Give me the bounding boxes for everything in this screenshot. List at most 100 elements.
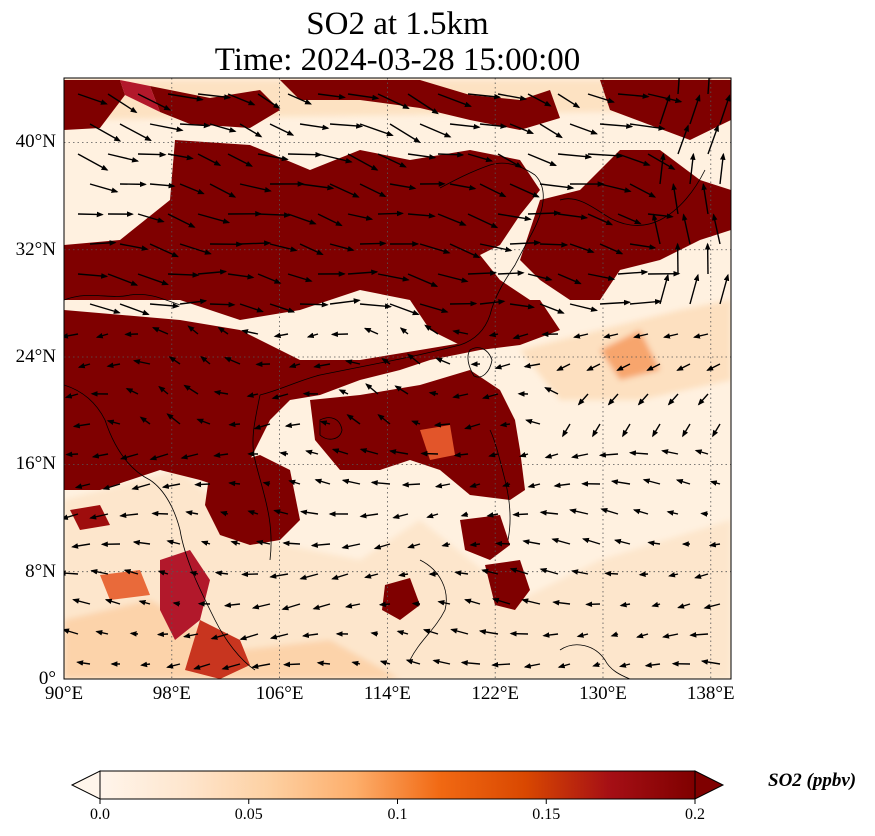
- wind-arrow: [95, 332, 109, 339]
- wind-arrow: [542, 632, 559, 638]
- wind-arrow: [557, 213, 589, 220]
- wind-arrow: [659, 273, 670, 305]
- wind-arrow: [228, 480, 241, 487]
- wind-arrow: [518, 452, 529, 458]
- wind-arrow: [365, 383, 379, 395]
- map-time-subtitle: Time: 2024-03-28 15:00:00: [214, 42, 581, 78]
- wind-arrow: [497, 153, 523, 168]
- wind-arrow: [709, 480, 721, 486]
- wind-arrow: [401, 481, 421, 488]
- wind-arrow: [707, 124, 719, 155]
- wind-arrow: [569, 508, 589, 515]
- wind-arrow: [479, 299, 506, 305]
- wind-arrow: [454, 570, 469, 576]
- wind-arrow: [523, 362, 541, 369]
- wind-arrow: [158, 385, 169, 395]
- wind-arrow: [453, 452, 469, 458]
- colorbar-max-extend: [694, 770, 725, 800]
- wind-arrow: [467, 270, 498, 276]
- wind-arrow: [603, 333, 619, 339]
- wind-arrow: [346, 414, 361, 425]
- wind-arrow: [288, 479, 301, 486]
- wind-arrow: [359, 183, 387, 197]
- wind-arrow: [209, 123, 237, 133]
- wind-arrow: [239, 240, 272, 246]
- wind-arrow: [251, 663, 271, 669]
- wind-arrow: [539, 510, 559, 516]
- wind-arrow: [310, 542, 331, 548]
- wind-arrow: [553, 482, 571, 489]
- wind-arrow: [677, 603, 691, 609]
- wind-arrow: [64, 513, 79, 520]
- wind-arrow: [251, 603, 271, 610]
- wind-arrow: [64, 570, 79, 576]
- wind-arrow: [632, 508, 649, 515]
- wind-arrow: [377, 93, 410, 109]
- wind-arrow: [227, 93, 256, 106]
- wind-arrow: [389, 303, 420, 316]
- wind-arrow: [636, 632, 649, 639]
- wind-arrow: [106, 362, 121, 369]
- wind-arrow: [287, 213, 317, 225]
- wind-arrow: [571, 453, 589, 459]
- wind-arrow: [701, 182, 709, 215]
- wind-arrow: [138, 600, 151, 606]
- wind-arrow: [179, 183, 205, 195]
- wind-arrow: [213, 452, 229, 458]
- wind-arrow: [613, 538, 631, 545]
- wind-arrow: [316, 660, 331, 667]
- wind-arrow: [449, 123, 481, 130]
- wind-arrow: [189, 570, 199, 577]
- wind-arrow: [180, 453, 199, 460]
- wind-arrow: [497, 93, 528, 101]
- wind-arrow: [89, 183, 119, 193]
- wind-arrow: [544, 387, 559, 395]
- wind-arrow: [432, 658, 451, 665]
- wind-arrow: [628, 450, 649, 456]
- wind-arrow: [479, 123, 508, 129]
- wind-arrow: [424, 324, 439, 335]
- wind-arrow: [269, 123, 295, 136]
- wind-arrow: [677, 78, 680, 95]
- wind-arrow: [119, 303, 150, 316]
- wind-arrow: [486, 512, 499, 518]
- wind-arrow: [488, 331, 499, 338]
- longitude-tick-label: 98°E: [152, 683, 191, 704]
- wind-arrow: [569, 123, 598, 135]
- wind-arrow: [370, 631, 379, 637]
- wind-arrow: [557, 93, 581, 109]
- wind-arrow: [659, 152, 666, 185]
- wind-arrow: [370, 480, 391, 486]
- wind-arrow: [89, 240, 117, 246]
- wind-arrow: [651, 601, 661, 608]
- wind-arrow: [209, 183, 237, 198]
- wind-arrow: [379, 660, 391, 666]
- wind-arrow: [434, 482, 451, 489]
- wind-arrow: [77, 93, 108, 105]
- wind-arrow: [137, 93, 172, 111]
- wind-arrow: [494, 363, 511, 370]
- wind-arrow: [557, 273, 582, 285]
- wind-arrow: [719, 273, 730, 305]
- wind-arrow: [467, 213, 499, 229]
- wind-arrow: [616, 363, 631, 371]
- wind-arrow: [557, 153, 593, 160]
- wind-arrow: [314, 478, 331, 485]
- latitude-tick-label: 40°N: [15, 131, 56, 153]
- wind-arrow: [179, 243, 212, 255]
- longitude-tick-label: 138°E: [686, 683, 735, 704]
- wind-arrow: [107, 153, 140, 163]
- wind-arrow: [689, 632, 709, 638]
- wind-arrow: [694, 449, 709, 455]
- wind-arrow: [647, 93, 683, 104]
- wind-arrow: [437, 93, 472, 107]
- wind-arrow: [599, 299, 631, 306]
- wind-arrow: [552, 599, 571, 606]
- wind-arrow: [359, 123, 394, 137]
- wind-vectors: [64, 78, 731, 671]
- wind-arrow: [72, 598, 91, 605]
- wind-arrow: [481, 393, 499, 400]
- wind-arrow: [677, 124, 689, 155]
- wind-arrow: [65, 451, 79, 458]
- wind-arrow: [239, 303, 264, 313]
